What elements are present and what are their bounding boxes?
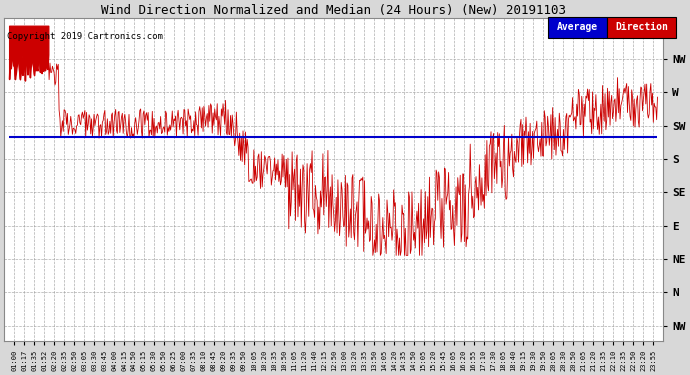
Text: Average: Average: [557, 22, 598, 32]
Text: Copyright 2019 Cartronics.com: Copyright 2019 Cartronics.com: [7, 32, 163, 41]
Text: Direction: Direction: [615, 22, 668, 32]
Title: Wind Direction Normalized and Median (24 Hours) (New) 20191103: Wind Direction Normalized and Median (24…: [101, 4, 566, 17]
